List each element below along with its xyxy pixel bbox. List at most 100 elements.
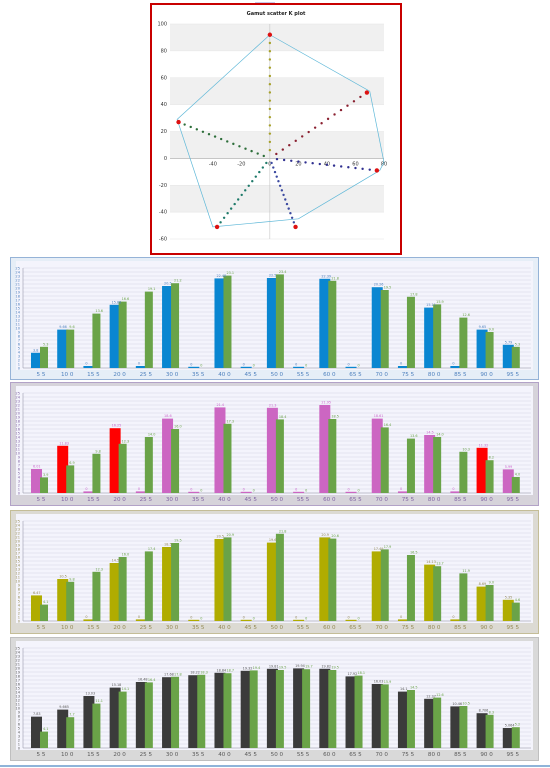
gamut-endpoint xyxy=(364,90,370,95)
bar-label-2: 0 xyxy=(305,617,307,621)
scatter-point xyxy=(247,184,250,187)
bar-series-1 xyxy=(188,619,200,621)
scatter-point xyxy=(289,212,292,215)
bar-label-1: 0 xyxy=(190,615,192,619)
bar-series-1 xyxy=(83,619,95,621)
scatter-point xyxy=(268,50,272,53)
y-tick-label: 9 xyxy=(18,455,21,459)
bar-label-2: 8.2 xyxy=(489,456,494,460)
bar-label-1: 6.01 xyxy=(33,465,41,469)
bar-label-2: 20.9 xyxy=(226,533,234,537)
bar-label-1: 0 xyxy=(243,615,245,619)
y-tick-label: 23 xyxy=(15,527,20,531)
x-category-label: 10 0 xyxy=(61,372,74,378)
y-tick-label: 23 xyxy=(15,399,20,403)
y-tick-label: 20 xyxy=(161,129,167,135)
bar-series-1 xyxy=(135,366,147,368)
bar-series-1 xyxy=(162,286,174,368)
bar-label-1: 0 xyxy=(138,362,140,366)
x-category-label: 15 5 xyxy=(87,625,100,631)
y-tick-label: 6 xyxy=(18,467,21,471)
bar-label-2: 0 xyxy=(200,364,202,368)
bar-label-2: 4.0 xyxy=(515,473,520,477)
y-tick-label: 23 xyxy=(15,274,20,278)
bar-chart-panel-3: 0 1 2 3 4 5 6 7 8 9 10 11 12 13 14 15 16 17 18 19 20 21 22 23 24… xyxy=(10,510,539,634)
x-category-label: 5 5 xyxy=(37,752,46,758)
x-category-label: 65 5 xyxy=(349,625,362,631)
scatter-point xyxy=(254,175,257,178)
gamut-scatter-chart: Gamut scatter K plot -60 -40 -20 0 20 40 60 80 10… xyxy=(150,3,402,255)
bar-series-1 xyxy=(240,491,252,493)
bar-series-1 xyxy=(57,329,69,368)
bar-label-1: 16.25 xyxy=(112,424,122,428)
bar-series-2 xyxy=(92,571,101,621)
bar-series-2 xyxy=(406,690,415,748)
scatter-point xyxy=(288,144,291,147)
bar-label-2: 18.3 xyxy=(200,670,208,674)
scatter-point xyxy=(282,193,285,197)
y-tick-label: 13 xyxy=(15,567,20,571)
scatter-point xyxy=(258,170,261,174)
bar-label-1: 16.03 xyxy=(374,680,384,684)
scatter-point xyxy=(268,74,272,78)
bar-series-2 xyxy=(40,604,48,621)
scatter-point xyxy=(268,107,272,111)
bar-label-1: 20.5 xyxy=(164,282,172,286)
y-tick-label: 60 xyxy=(161,75,167,81)
bar-label-1: 0 xyxy=(85,487,87,491)
bar-series-1 xyxy=(214,539,226,621)
bar-series-1 xyxy=(450,366,462,368)
grid-band xyxy=(170,185,384,213)
y-tick-label: 6 xyxy=(18,342,21,346)
grid-band xyxy=(170,77,384,105)
bar-series-2 xyxy=(328,419,337,493)
bar-series-1 xyxy=(135,619,147,621)
bar-label-1: 13.03 xyxy=(85,692,95,696)
bar-label-2: 16.5 xyxy=(410,551,418,555)
y-tick-label: 9 xyxy=(18,330,21,334)
bar-chart-svg-1: 0123456789101112131415161718192021222324… xyxy=(15,261,533,378)
bar-series-1 xyxy=(371,287,383,368)
bar-series-1 xyxy=(240,670,252,748)
bar-series-1 xyxy=(214,407,226,493)
bar-series-1 xyxy=(109,563,121,621)
bar-label-1: 0 xyxy=(243,362,245,366)
x-category-label: 35 5 xyxy=(192,625,205,631)
bar-series-1 xyxy=(319,537,331,621)
x-category-label: 75 5 xyxy=(402,625,415,631)
scatter-point xyxy=(256,152,259,155)
bar-series-2 xyxy=(66,717,75,748)
scatter-point xyxy=(250,149,253,153)
bar-series-2 xyxy=(66,581,75,621)
bar-series-1 xyxy=(57,709,69,748)
scatter-point xyxy=(304,161,307,164)
bar-series-2 xyxy=(92,453,101,493)
bar-label-2: 17.8 xyxy=(174,672,182,676)
scatter-point xyxy=(201,130,205,133)
bar-series-1 xyxy=(424,564,436,621)
y-tick-label: 18 xyxy=(15,674,20,678)
bar-label-1: 18.6 xyxy=(164,414,172,418)
bar-label-1: 0 xyxy=(85,615,87,619)
y-tick-label: 17 xyxy=(15,298,20,302)
y-tick-label: 7 xyxy=(18,338,20,342)
y-tick-label: 25 xyxy=(15,519,20,523)
scatter-point xyxy=(226,212,229,215)
bar-series-2 xyxy=(459,451,468,493)
bar-label-1: 9.65 xyxy=(479,325,487,329)
bar-series-1 xyxy=(240,619,252,621)
scatter-point xyxy=(278,184,282,187)
x-category-label: 85 5 xyxy=(454,497,467,503)
bar-label-1: 5.064 xyxy=(505,724,515,728)
bar-label-1: 0 xyxy=(190,362,192,366)
x-category-label: 75 5 xyxy=(402,752,415,758)
bar-label-1: 8.706 xyxy=(479,709,489,713)
scatter-point xyxy=(238,145,241,148)
y-tick-label: 19 xyxy=(15,670,20,674)
bar-label-2: 19.5 xyxy=(331,666,339,670)
x-category-label: 60 0 xyxy=(323,625,336,631)
scatter-point xyxy=(244,189,247,192)
y-tick-label: 15 xyxy=(15,559,20,563)
x-category-label: 95 5 xyxy=(507,625,520,631)
bar-label-2: 0 xyxy=(200,489,202,493)
